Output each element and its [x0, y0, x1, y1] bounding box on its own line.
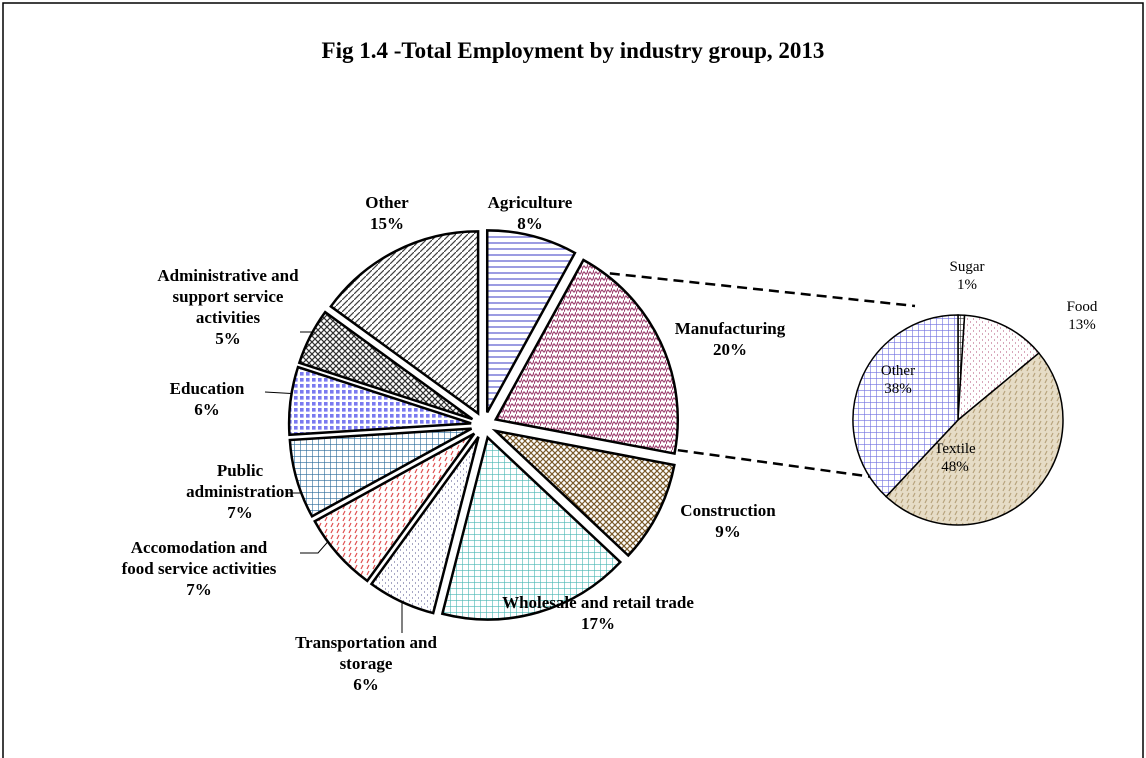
slice-category: Construction	[680, 501, 776, 520]
pie-slice	[313, 432, 476, 583]
slice-value: 13%	[1068, 317, 1096, 333]
slice-category: Food	[1066, 299, 1098, 315]
pie-slice	[957, 314, 1040, 422]
connector-line	[661, 446, 881, 480]
slice-label: Other 38%	[868, 362, 928, 398]
chart-title: Fig 1.4 -Total Employment by industry gr…	[321, 38, 825, 63]
slice-value: 6%	[353, 675, 379, 694]
slice-category: Sugar	[949, 259, 985, 275]
pie-slice	[885, 352, 1064, 526]
slice-label: Sugar 1%	[937, 258, 997, 294]
pie-slice	[288, 427, 473, 519]
slice-category: Textile	[934, 441, 976, 457]
slice-label: Agriculture 8%	[450, 192, 610, 234]
slice-value: 15%	[370, 214, 404, 233]
pie-slice	[485, 229, 577, 414]
slice-value: 9%	[715, 522, 741, 541]
slice-label: Public administration 7%	[165, 460, 315, 523]
slice-value: 48%	[941, 459, 969, 475]
slice-value: 38%	[884, 381, 912, 397]
pie-slice	[491, 428, 676, 558]
slice-label: Wholesale and retail trade 17%	[493, 592, 703, 634]
slice-value: 17%	[581, 614, 615, 633]
slice-category: Education	[169, 379, 245, 398]
slice-label: Accomodation and food service activities…	[114, 537, 284, 600]
slice-value: 7%	[186, 580, 212, 599]
pie-slice	[369, 436, 480, 615]
slice-value: 20%	[713, 340, 747, 359]
pie-slice	[297, 310, 474, 421]
slice-value: 7%	[227, 503, 253, 522]
slice-category: Transportation and storage	[295, 633, 437, 673]
slice-label: Other 15%	[337, 192, 437, 234]
slice-label: Administrative and support service activ…	[141, 265, 316, 349]
slice-label: Textile 48%	[925, 440, 985, 476]
slice-category: Other	[880, 363, 916, 379]
connector-line	[577, 268, 916, 308]
slice-value: 5%	[215, 329, 241, 348]
slice-category: Manufacturing	[674, 319, 786, 338]
slice-category: Other	[365, 193, 409, 212]
slice-label: Food 13%	[1052, 298, 1112, 334]
slice-category: Accomodation and food service activities	[121, 538, 277, 578]
slice-label: Manufacturing 20%	[645, 318, 815, 360]
pie-slice	[493, 258, 680, 456]
slice-category: Agriculture	[487, 193, 573, 212]
slice-label: Education 6%	[147, 378, 267, 420]
pie-slice	[852, 314, 959, 498]
slice-label: Transportation and storage 6%	[271, 632, 461, 695]
pie-slice	[329, 230, 480, 416]
slice-category: Wholesale and retail trade	[502, 593, 694, 612]
pie-slice	[440, 435, 623, 621]
slice-category: Administrative and support service activ…	[157, 266, 299, 327]
slice-value: 1%	[957, 277, 977, 293]
slice-category: Public administration	[186, 461, 294, 501]
slice-value: 6%	[194, 400, 220, 419]
slice-value: 8%	[517, 214, 543, 233]
pie-slice	[287, 365, 472, 437]
slice-label: Construction 9%	[653, 500, 803, 542]
